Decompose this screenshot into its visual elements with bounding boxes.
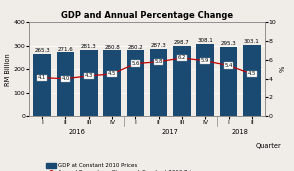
Text: 2016: 2016 <box>69 129 86 135</box>
Text: 4.5: 4.5 <box>248 71 256 76</box>
Bar <box>80 50 98 116</box>
Text: 5.9: 5.9 <box>201 58 209 63</box>
Text: 271.6: 271.6 <box>58 47 74 52</box>
Y-axis label: RM Billion: RM Billion <box>5 53 11 86</box>
Bar <box>150 49 167 116</box>
Bar <box>196 44 214 116</box>
Text: 308.1: 308.1 <box>197 38 213 43</box>
Text: 298.7: 298.7 <box>174 40 190 45</box>
Text: 4.0: 4.0 <box>61 76 70 81</box>
Bar <box>103 50 121 116</box>
Text: 2017: 2017 <box>162 129 179 135</box>
Bar <box>34 54 51 116</box>
Bar <box>57 52 74 116</box>
Title: GDP and Annual Percentage Change: GDP and Annual Percentage Change <box>61 11 233 20</box>
Text: 295.3: 295.3 <box>220 41 236 46</box>
Text: 5.8: 5.8 <box>154 59 163 64</box>
Text: 280.2: 280.2 <box>128 45 143 50</box>
Bar <box>127 50 144 116</box>
Text: 303.1: 303.1 <box>244 39 260 44</box>
Text: 4.5: 4.5 <box>108 71 116 76</box>
Text: 5.4: 5.4 <box>224 63 233 68</box>
Bar <box>173 46 191 116</box>
Text: 6.2: 6.2 <box>178 55 186 61</box>
Text: Quarter: Quarter <box>255 143 281 149</box>
Text: 287.3: 287.3 <box>151 43 166 48</box>
Text: 2018: 2018 <box>232 129 249 135</box>
Legend: GDP at Constant 2010 Prices, Annual Percentage Change at Constant 2010 Prices: GDP at Constant 2010 Prices, Annual Perc… <box>46 163 201 171</box>
Bar <box>220 47 237 116</box>
Text: 281.3: 281.3 <box>81 44 97 49</box>
Text: 280.8: 280.8 <box>104 45 120 50</box>
Y-axis label: %: % <box>279 66 285 72</box>
Bar <box>243 45 260 116</box>
Text: 4.1: 4.1 <box>38 75 46 80</box>
Text: 265.3: 265.3 <box>34 48 50 53</box>
Text: 5.6: 5.6 <box>131 61 140 66</box>
Text: 4.3: 4.3 <box>85 73 93 78</box>
